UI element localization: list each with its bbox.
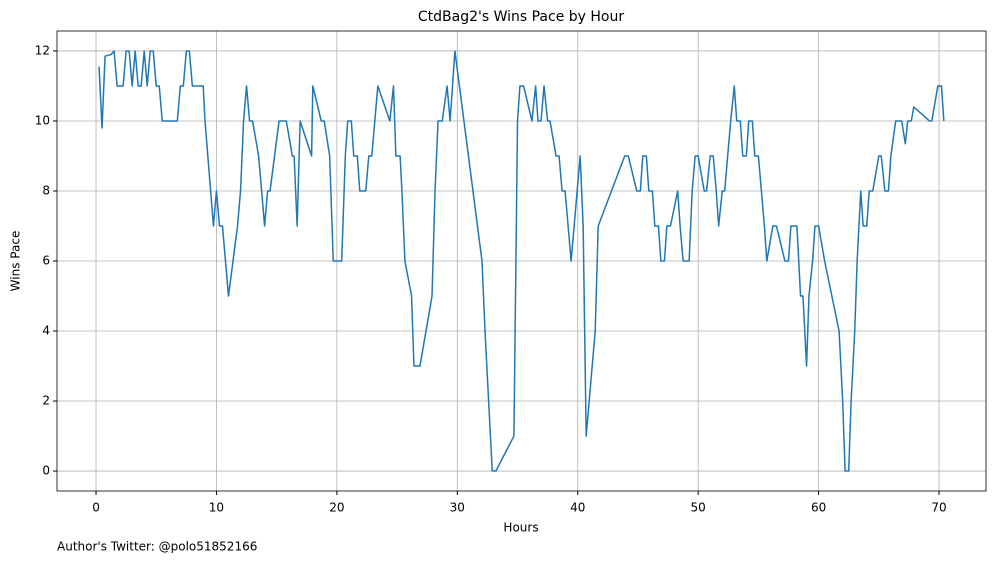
x-axis-label: Hours: [503, 521, 538, 535]
plot-frame: [56, 30, 987, 492]
chart-title: CtdBag2's Wins Pace by Hour: [418, 9, 625, 25]
y-tick-label: 8: [42, 183, 50, 197]
data-line: [98, 50, 945, 472]
y-tick-label: 12: [35, 43, 50, 57]
y-tick-label: 2: [42, 394, 50, 408]
x-tick-label: 40: [570, 501, 585, 515]
x-tick-label: 70: [931, 501, 946, 515]
y-tick-label: 10: [35, 113, 50, 127]
footnote: Author's Twitter: @polo51852166: [57, 540, 257, 554]
y-tick-label: 6: [42, 254, 50, 268]
x-tick-label: 30: [450, 501, 465, 515]
y-tick-label: 0: [42, 464, 50, 478]
y-tick-label: 4: [42, 324, 50, 338]
y-axis-label: Wins Pace: [9, 231, 23, 292]
x-tick-label: 50: [691, 501, 706, 515]
x-tick-label: 60: [811, 501, 826, 515]
x-tick-label: 20: [329, 501, 344, 515]
x-tick-label: 0: [92, 501, 100, 515]
x-tick-label: 10: [209, 501, 224, 515]
